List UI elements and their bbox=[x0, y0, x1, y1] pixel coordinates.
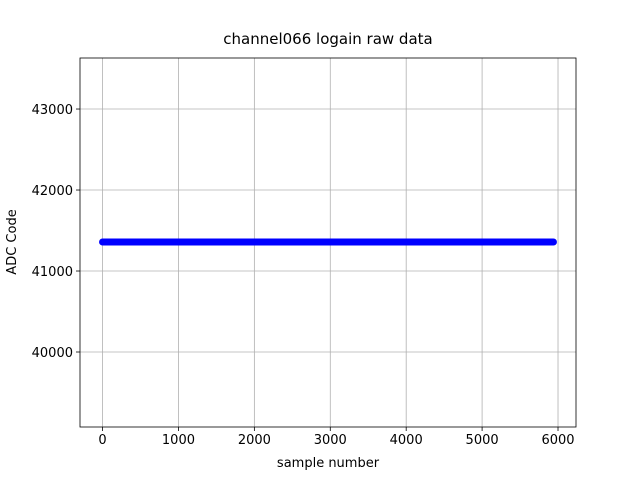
x-tick-label: 2000 bbox=[238, 433, 271, 448]
x-tick-label: 0 bbox=[98, 433, 106, 448]
x-tick-label: 3000 bbox=[314, 433, 347, 448]
plot-frame bbox=[79, 57, 577, 428]
y-tick-label: 43000 bbox=[32, 103, 73, 118]
y-tick-label: 42000 bbox=[32, 184, 73, 199]
x-tick-label: 4000 bbox=[390, 433, 423, 448]
chart-title: channel066 logain raw data bbox=[223, 30, 432, 48]
x-tick-label: 6000 bbox=[541, 433, 574, 448]
y-axis-label: ADC Code bbox=[5, 209, 20, 274]
y-tick-label: 40000 bbox=[32, 346, 73, 361]
x-tick-label: 1000 bbox=[162, 433, 195, 448]
x-tick-label: 5000 bbox=[466, 433, 499, 448]
y-tick-label: 41000 bbox=[32, 265, 73, 280]
x-axis-label: sample number bbox=[277, 456, 380, 471]
